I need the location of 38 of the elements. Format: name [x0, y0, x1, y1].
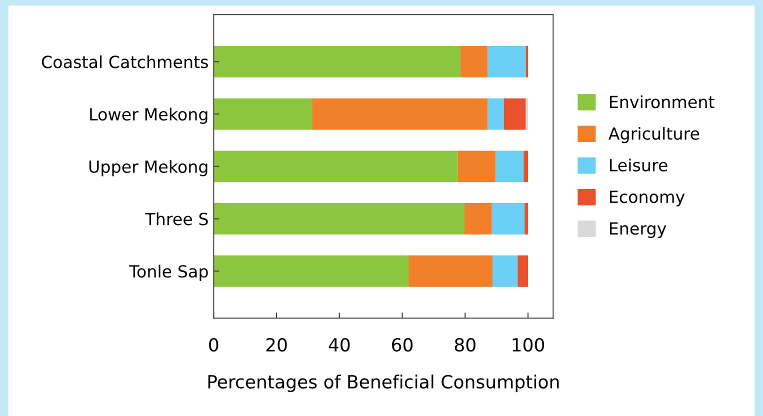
y-tick-label: Three S	[145, 212, 208, 226]
bar	[488, 46, 526, 78]
bar	[408, 255, 492, 287]
bar	[312, 98, 488, 130]
x-axis-title: Percentages of Beneficial Consumption	[208, 374, 559, 392]
bar	[458, 150, 496, 182]
x-tick-label: 40	[328, 338, 350, 352]
x-tick-label: 0	[209, 338, 218, 352]
y-tick-label: Upper Mekong	[89, 160, 208, 176]
bar	[214, 255, 409, 287]
bar	[492, 255, 518, 287]
bar	[214, 46, 460, 78]
x-tick-label: 60	[392, 338, 413, 352]
bar	[526, 46, 528, 78]
bar	[518, 255, 528, 287]
bar	[214, 150, 458, 182]
bar	[496, 150, 524, 182]
bar	[488, 98, 504, 130]
y-tick-label: Coastal Catchments	[42, 55, 208, 68]
bar	[214, 98, 312, 130]
x-tick-label: 80	[454, 338, 476, 352]
bar	[524, 203, 528, 234]
legend-label: Economy	[610, 190, 685, 206]
legend-label: Leisure	[610, 158, 668, 172]
x-tick-label: 20	[266, 338, 287, 352]
legend-label: Agriculture	[608, 126, 700, 144]
bar	[526, 98, 528, 130]
legend-label: Environment	[610, 95, 714, 108]
legend-label: Energy	[610, 222, 666, 238]
y-tick-label: Tonle Sap	[129, 264, 208, 281]
bar	[524, 150, 528, 182]
bar	[460, 46, 488, 78]
bar	[492, 203, 525, 234]
x-tick-label: 100	[512, 338, 544, 352]
bar	[464, 203, 492, 234]
bar	[504, 98, 526, 130]
bar	[214, 203, 465, 234]
y-tick-label: Lower Mekong	[90, 108, 208, 124]
